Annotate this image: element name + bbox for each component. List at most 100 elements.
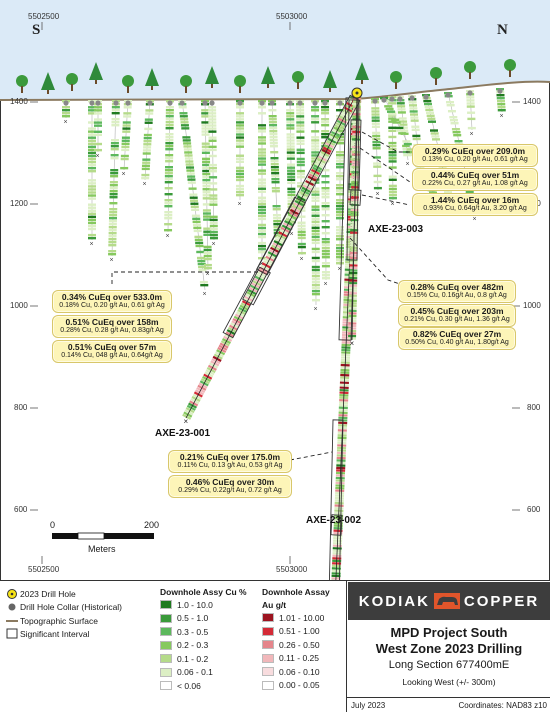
historical-hole: × xyxy=(120,99,132,178)
legend-swatch xyxy=(160,640,172,650)
legend-label: 0.51 - 1.00 xyxy=(279,626,320,637)
tree-icon xyxy=(145,68,159,90)
elevation-right-1000: 1000 xyxy=(523,301,541,310)
tree-icon xyxy=(234,75,246,93)
legend-label: 2023 Drill Hole xyxy=(20,588,76,599)
svg-text:×: × xyxy=(90,241,94,248)
interval-box xyxy=(346,99,360,261)
tree-icon xyxy=(504,59,516,77)
legend-label: 0.3 - 0.5 xyxy=(177,626,209,637)
sky-area xyxy=(0,0,550,100)
svg-text:×: × xyxy=(314,306,318,313)
callout-main: 0.28% CuEq over 482m xyxy=(410,282,504,292)
callout-axe-23-002-203m: 0.45% CuEq over 203m 0.21% Cu, 0.30 g/t … xyxy=(398,304,516,327)
grey-dot-icon xyxy=(8,603,16,611)
svg-text:×: × xyxy=(184,417,189,426)
callout-sub: 0.28% Cu, 0.28 g/t Au, 0.83g/t Ag xyxy=(60,327,164,334)
tree-icon xyxy=(16,75,28,93)
legend-row: 1.0 - 10.0 xyxy=(160,598,255,612)
scale-tick-0: 0 xyxy=(50,520,56,530)
elevation-left-1000: 1000 xyxy=(10,301,28,310)
tree-icon xyxy=(66,73,78,91)
legend-swatch xyxy=(160,613,172,623)
interval-box xyxy=(349,189,362,206)
topographic-surface xyxy=(0,80,550,101)
svg-text:×: × xyxy=(122,171,126,178)
easting-bottom-1: 5502500 xyxy=(28,565,60,574)
svg-text:×: × xyxy=(406,161,410,168)
tree-icon xyxy=(464,61,476,79)
easting-top-1: 5502500 xyxy=(28,12,60,21)
logo-word-right: COPPER xyxy=(463,592,540,610)
legend-swatch xyxy=(262,613,274,623)
legend-topo-surface: Topographic Surface xyxy=(6,614,156,628)
legend-au: Downhole Assay Au g/t 1.01 - 10.00 0.51 -… xyxy=(262,587,346,692)
historical-hole: × xyxy=(178,99,209,298)
map-date: July 2023 xyxy=(351,701,386,710)
title-block: KODIAK COPPER MPD Project South West Zon… xyxy=(346,581,550,712)
callout-main: 0.45% CuEq over 203m xyxy=(410,306,504,316)
legend-label: Drill Hole Collar (Historical) xyxy=(20,602,123,613)
tree-icon xyxy=(122,75,134,93)
legend-label: < 0.06 xyxy=(177,680,201,691)
callout-axe-23-002-482m: 0.28% CuEq over 482m 0.15% Cu, 0.16g/t A… xyxy=(398,280,516,303)
legend-row: 0.06 - 0.10 xyxy=(262,665,346,679)
callout-main: 1.44% CuEq over 16m xyxy=(430,195,520,205)
interval-box xyxy=(328,419,344,580)
callout-sub: 0.50% Cu, 0.40 g/t Au, 1.80g/t Ag xyxy=(405,339,509,346)
historical-hole: × xyxy=(208,99,218,248)
callout-sub: 0.11% Cu, 0.13 g/t Au, 0.53 g/t Ag xyxy=(177,462,283,469)
scale-unit: Meters xyxy=(88,544,116,554)
elevation-left-1200: 1200 xyxy=(10,199,28,208)
callout-main: 0.29% CuEq over 209.0m xyxy=(424,146,526,156)
callout-sub: 0.13% Cu, 0.20 g/t Au, 0.61 g/t Ag xyxy=(422,156,528,163)
interval-box xyxy=(330,514,343,536)
historical-hole: × xyxy=(201,99,212,278)
drill-holes-2023: × × × xyxy=(182,90,362,580)
elevation-left-1400: 1400 xyxy=(10,97,28,106)
svg-text:×: × xyxy=(300,256,304,263)
historical-hole: × xyxy=(141,99,154,188)
historical-hole: × xyxy=(94,100,102,160)
legend-row: 0.3 - 0.5 xyxy=(160,625,255,639)
legend-row: 0.2 - 0.3 xyxy=(160,639,255,653)
callout-sub: 0.18% Cu, 0.20 g/t Au, 0.61 g/t Ag xyxy=(59,302,165,309)
hole-label-axe-23-002: AXE-23-002 xyxy=(306,515,362,526)
callout-sub: 0.93% Cu, 0.64g/t Au, 3.20 g/t Ag xyxy=(423,205,527,212)
callout-axe-23-002-27m: 0.82% CuEq over 27m 0.50% Cu, 0.40 g/t A… xyxy=(398,327,516,350)
callout-leaders xyxy=(111,131,412,461)
collar-2023-icon xyxy=(351,87,363,99)
historical-hole: × xyxy=(396,95,412,168)
historical-hole: × xyxy=(321,99,330,288)
callout-main: 0.21% CuEq over 175.0m xyxy=(179,452,281,462)
legend-row: 0.51 - 1.00 xyxy=(262,625,346,639)
legend-label: 0.06 - 0.1 xyxy=(177,667,213,678)
svg-text:×: × xyxy=(324,281,328,288)
historical-hole: × xyxy=(371,97,382,198)
scale-bar-graphic xyxy=(52,532,154,540)
legend-row: 1.01 - 10.00 xyxy=(262,611,346,625)
legend-label: 0.2 - 0.3 xyxy=(177,640,209,651)
svg-text:×: × xyxy=(64,119,68,126)
historical-hole: × xyxy=(268,99,282,246)
svg-text:×: × xyxy=(143,181,147,188)
legend-swatch xyxy=(160,654,172,664)
callout-main: 0.51% CuEq over 57m xyxy=(67,342,157,352)
legend-label: 0.5 - 1.0 xyxy=(177,613,209,624)
compass-south: S xyxy=(32,22,41,38)
hole-label-axe-23-003: AXE-23-003 xyxy=(368,224,424,235)
callout-axe-23-001-57m: 0.51% CuEq over 57m 0.14% Cu, 048 g/t Au… xyxy=(52,340,172,363)
tree-icon xyxy=(430,67,442,85)
callout-axe-23-003-51m: 0.44% CuEq over 51m 0.22% Cu, 0.27 g/t A… xyxy=(412,168,538,191)
legend-significant-interval: Significant Interval xyxy=(6,628,156,642)
callout-main: 0.46% CuEq over 30m xyxy=(185,477,275,487)
interval-box xyxy=(338,97,359,341)
map-view-direction: Looking West (+/- 300m) xyxy=(402,677,496,687)
logo-word-left: KODIAK xyxy=(358,592,430,610)
legend-2023-hole: 2023 Drill Hole xyxy=(6,587,156,601)
historical-hole: × xyxy=(62,100,70,126)
map-title-line-2: West Zone 2023 Drilling xyxy=(375,641,523,656)
legend-swatch xyxy=(262,680,274,690)
elevation-right-600: 600 xyxy=(527,505,541,514)
legend-swatch xyxy=(160,627,172,637)
